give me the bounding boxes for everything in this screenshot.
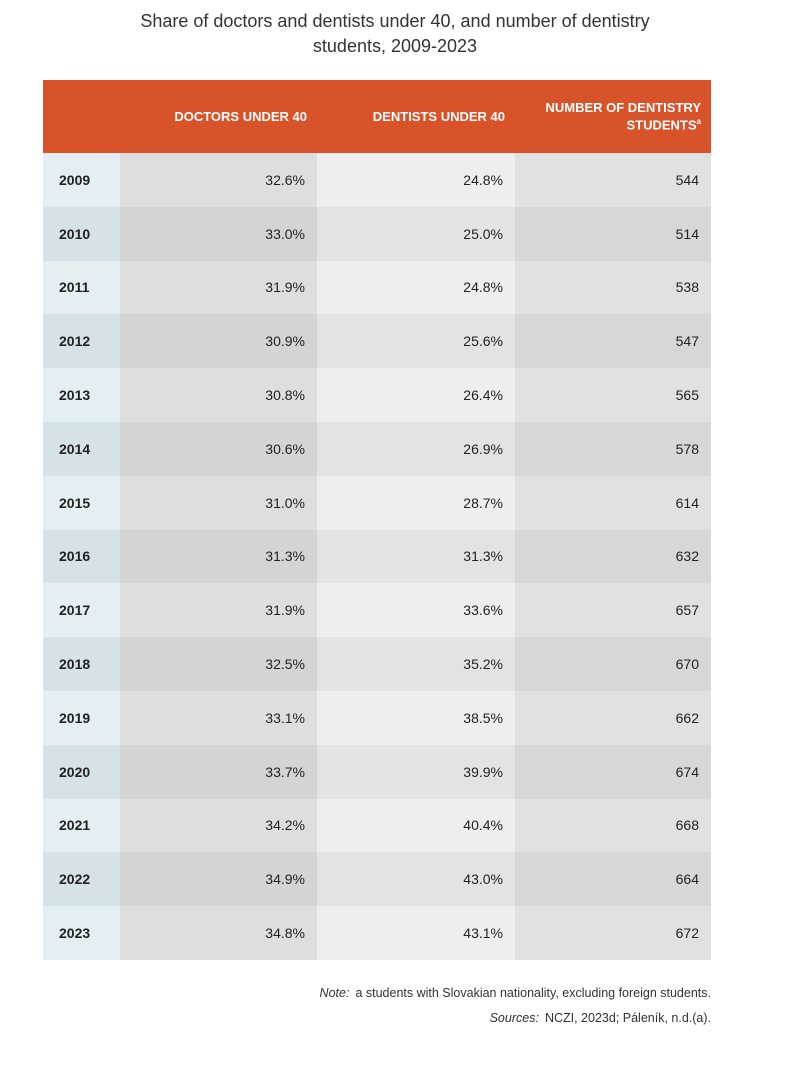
table-cell: 2015 xyxy=(43,475,120,530)
table-cell: 514 xyxy=(515,206,711,261)
sources-text: NCZI, 2023d; Páleník, n.d.(a). xyxy=(544,1011,711,1025)
table-cell: 578 xyxy=(515,421,711,476)
note-text: students with Slovakian nationality, exc… xyxy=(365,986,711,1000)
table-row: 2018 32.5% 35.2% 670 xyxy=(43,637,711,691)
table-cell: 672 xyxy=(515,906,711,960)
table-cell: 544 xyxy=(515,153,711,207)
table-cell: 43.1% xyxy=(317,906,515,960)
table-cell: 664 xyxy=(515,852,711,907)
sources: Sources: NCZI, 2023d; Páleník, n.d.(a). xyxy=(490,1011,711,1025)
table-row: 2020 33.7% 39.9% 674 xyxy=(43,744,711,799)
table-row: 2010 33.0% 25.0% 514 xyxy=(43,206,711,261)
note-label: Note: xyxy=(319,986,350,1000)
table-cell: 31.9% xyxy=(120,260,317,315)
table-cell: 34.8% xyxy=(120,906,317,960)
table-cell: 30.9% xyxy=(120,314,317,369)
table-cell: 614 xyxy=(515,475,711,530)
table-cell: 30.8% xyxy=(120,368,317,422)
table-cell: 39.9% xyxy=(317,744,515,799)
table-cell: 33.7% xyxy=(120,744,317,799)
table-cell: 26.9% xyxy=(317,421,515,476)
table-cell: 632 xyxy=(515,529,711,584)
table-cell: 2016 xyxy=(43,529,120,584)
table-row: 2009 32.6% 24.8% 544 xyxy=(43,153,711,207)
table-cell: 2012 xyxy=(43,314,120,369)
table-row: 2023 34.8% 43.1% 672 xyxy=(43,906,711,960)
table-cell: 2010 xyxy=(43,206,120,261)
header-row: DOCTORS UNDER 40 DENTISTS UNDER 40 NUMBE… xyxy=(43,80,711,153)
header-text: DENTISTS UNDER 40 xyxy=(372,108,505,124)
table-cell: 2011 xyxy=(43,260,120,315)
table-row: 2013 30.8% 26.4% 565 xyxy=(43,368,711,422)
table-cell: 674 xyxy=(515,744,711,799)
table-cell: 657 xyxy=(515,583,711,638)
table-cell: 2018 xyxy=(43,637,120,691)
table-cell: 24.8% xyxy=(317,153,515,207)
table: DOCTORS UNDER 40 DENTISTS UNDER 40 NUMBE… xyxy=(43,80,711,960)
table-cell: 670 xyxy=(515,637,711,691)
table-row: 2021 34.2% 40.4% 668 xyxy=(43,798,711,853)
table-cell: 33.6% xyxy=(317,583,515,638)
header-text: NUMBER OF DENTISTRY STUDENTSa xyxy=(541,99,701,133)
note-marker: a xyxy=(355,986,363,1000)
table-cell: 31.3% xyxy=(120,529,317,584)
table-cell: 32.6% xyxy=(120,153,317,207)
table-cell: 35.2% xyxy=(317,637,515,691)
table-cell: 40.4% xyxy=(317,798,515,853)
table-row: 2012 30.9% 25.6% 547 xyxy=(43,314,711,369)
table-cell: 2013 xyxy=(43,368,120,422)
header-cell: NUMBER OF DENTISTRY STUDENTSa xyxy=(515,80,711,153)
header-cell xyxy=(43,80,120,153)
table-cell: 2022 xyxy=(43,852,120,907)
table-cell: 538 xyxy=(515,260,711,315)
table-cell: 2020 xyxy=(43,744,120,799)
table-row: 2019 33.1% 38.5% 662 xyxy=(43,690,711,745)
sources-label: Sources: xyxy=(489,1011,539,1025)
table-cell: 565 xyxy=(515,368,711,422)
table-cell: 25.0% xyxy=(317,206,515,261)
table-row: 2017 31.9% 33.6% 657 xyxy=(43,583,711,638)
table-cell: 31.0% xyxy=(120,475,317,530)
header-text: DOCTORS UNDER 40 xyxy=(174,108,307,124)
table-cell: 31.9% xyxy=(120,583,317,638)
header-text: NUMBER OF DENTISTRY STUDENTS xyxy=(545,99,701,133)
table-row: 2016 31.3% 31.3% 632 xyxy=(43,529,711,584)
table-cell: 26.4% xyxy=(317,368,515,422)
table-cell: 24.8% xyxy=(317,260,515,315)
table-cell: 2017 xyxy=(43,583,120,638)
table-cell: 2023 xyxy=(43,906,120,960)
table-cell: 547 xyxy=(515,314,711,369)
table-row: 2014 30.6% 26.9% 578 xyxy=(43,421,711,476)
table-cell: 30.6% xyxy=(120,421,317,476)
table-cell: 25.6% xyxy=(317,314,515,369)
table-cell: 34.2% xyxy=(120,798,317,853)
title-line: students, 2009-2023 xyxy=(312,36,478,56)
table-cell: 32.5% xyxy=(120,637,317,691)
table-row: 2015 31.0% 28.7% 614 xyxy=(43,475,711,530)
table-cell: 38.5% xyxy=(317,690,515,745)
footnote-marker: a xyxy=(696,116,701,126)
note: Note: a students with Slovakian nationali… xyxy=(320,986,711,1000)
table-row: 2011 31.9% 24.8% 538 xyxy=(43,260,711,315)
table-cell: 2009 xyxy=(43,153,120,207)
table-cell: 31.3% xyxy=(317,529,515,584)
table-row: 2022 34.9% 43.0% 664 xyxy=(43,852,711,907)
table-cell: 2014 xyxy=(43,421,120,476)
table-cell: 43.0% xyxy=(317,852,515,907)
table-cell: 2019 xyxy=(43,690,120,745)
table-cell: 668 xyxy=(515,798,711,853)
table-cell: 33.0% xyxy=(120,206,317,261)
table-cell: 34.9% xyxy=(120,852,317,907)
header-cell: DENTISTS UNDER 40 xyxy=(317,80,515,153)
table-cell: 662 xyxy=(515,690,711,745)
table-cell: 2021 xyxy=(43,798,120,853)
table-cell: 33.1% xyxy=(120,690,317,745)
table-cell: 28.7% xyxy=(317,475,515,530)
title-line: Share of doctors and dentists under 40, … xyxy=(140,11,650,31)
header-cell: DOCTORS UNDER 40 xyxy=(120,80,317,153)
